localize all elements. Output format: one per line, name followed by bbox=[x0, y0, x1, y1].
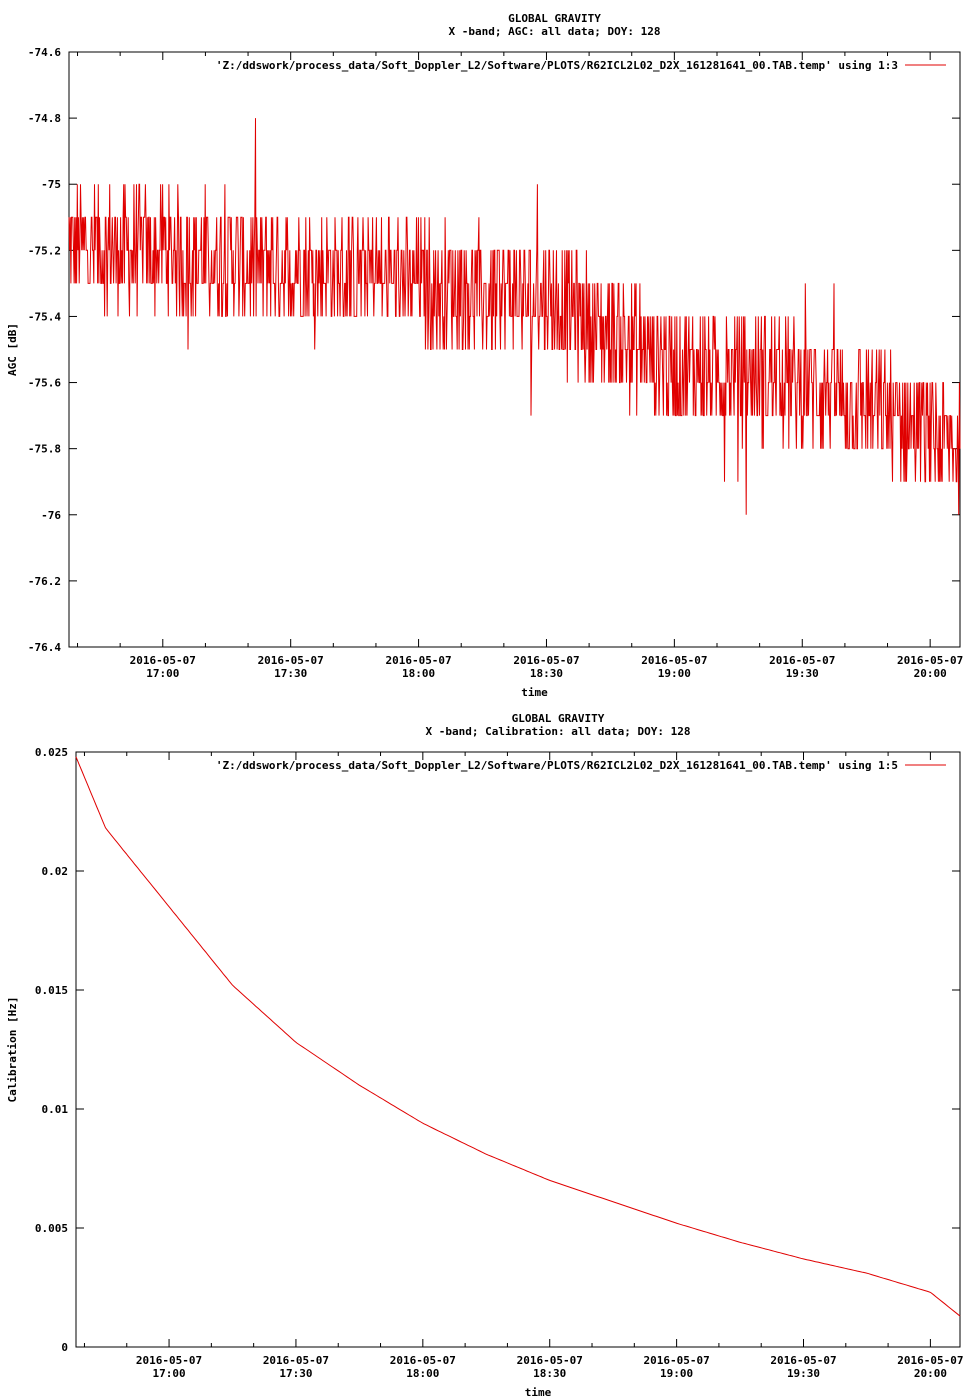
y-tick-label: -75 bbox=[41, 178, 61, 191]
y-tick-label: -74.6 bbox=[28, 46, 61, 59]
x-tick-time: 19:30 bbox=[786, 667, 819, 680]
x-tick-time: 18:00 bbox=[402, 667, 435, 680]
x-tick-time: 19:00 bbox=[660, 1367, 693, 1380]
x-tick-date: 2016-05-07 bbox=[770, 1354, 836, 1367]
y-tick-label: -75.8 bbox=[28, 443, 61, 456]
x-tick-time: 19:30 bbox=[787, 1367, 820, 1380]
y-tick-label: 0.015 bbox=[35, 984, 68, 997]
chart-title: GLOBAL GRAVITY bbox=[508, 12, 601, 25]
x-tick-date: 2016-05-07 bbox=[136, 1354, 202, 1367]
y-tick-label: -76.4 bbox=[28, 641, 61, 654]
x-tick-time: 18:30 bbox=[530, 667, 563, 680]
y-axis-label: Calibration [Hz] bbox=[6, 997, 19, 1103]
x-tick-date: 2016-05-07 bbox=[897, 1354, 963, 1367]
y-tick-label: -76 bbox=[41, 509, 61, 522]
x-tick-time: 18:30 bbox=[533, 1367, 566, 1380]
x-tick-date: 2016-05-07 bbox=[517, 1354, 583, 1367]
y-tick-label: -75.2 bbox=[28, 244, 61, 257]
x-tick-date: 2016-05-07 bbox=[130, 654, 196, 667]
x-axis-label: time bbox=[525, 1386, 552, 1399]
y-tick-label: -76.2 bbox=[28, 575, 61, 588]
x-tick-time: 19:00 bbox=[658, 667, 691, 680]
x-tick-time: 17:30 bbox=[274, 667, 307, 680]
y-tick-label: 0.01 bbox=[42, 1103, 69, 1116]
x-tick-time: 17:30 bbox=[279, 1367, 312, 1380]
x-tick-date: 2016-05-07 bbox=[390, 1354, 456, 1367]
x-axis-label: time bbox=[521, 686, 548, 699]
series-line bbox=[75, 756, 961, 1317]
y-tick-label: 0.005 bbox=[35, 1222, 68, 1235]
chart-title: GLOBAL GRAVITY bbox=[512, 712, 605, 725]
x-tick-date: 2016-05-07 bbox=[641, 654, 707, 667]
plot-frame bbox=[68, 51, 961, 648]
y-tick-label: -74.8 bbox=[28, 112, 61, 125]
legend-label: 'Z:/ddswork/process_data/Soft_Doppler_L2… bbox=[216, 59, 898, 72]
x-tick-date: 2016-05-07 bbox=[258, 654, 324, 667]
plot-frame bbox=[75, 751, 961, 1348]
y-tick-label: 0.02 bbox=[42, 865, 69, 878]
x-tick-time: 20:00 bbox=[914, 1367, 947, 1380]
x-tick-time: 18:00 bbox=[406, 1367, 439, 1380]
chart-subtitle: X -band; Calibration: all data; DOY: 128 bbox=[426, 725, 691, 738]
y-axis-label: AGC [dB] bbox=[6, 323, 19, 376]
series-line bbox=[68, 118, 961, 515]
x-tick-time: 20:00 bbox=[914, 667, 947, 680]
x-tick-date: 2016-05-07 bbox=[263, 1354, 329, 1367]
y-tick-label: -75.4 bbox=[28, 310, 61, 323]
x-tick-date: 2016-05-07 bbox=[643, 1354, 709, 1367]
x-tick-time: 17:00 bbox=[152, 1367, 185, 1380]
y-tick-label: 0 bbox=[61, 1341, 68, 1354]
x-tick-time: 17:00 bbox=[146, 667, 179, 680]
x-tick-date: 2016-05-07 bbox=[385, 654, 451, 667]
y-tick-label: -75.6 bbox=[28, 377, 61, 390]
x-tick-date: 2016-05-07 bbox=[513, 654, 579, 667]
y-tick-label: 0.025 bbox=[35, 746, 68, 759]
chart-subtitle: X -band; AGC: all data; DOY: 128 bbox=[449, 25, 661, 38]
x-tick-date: 2016-05-07 bbox=[897, 654, 963, 667]
legend-label: 'Z:/ddswork/process_data/Soft_Doppler_L2… bbox=[216, 759, 898, 772]
x-tick-date: 2016-05-07 bbox=[769, 654, 835, 667]
